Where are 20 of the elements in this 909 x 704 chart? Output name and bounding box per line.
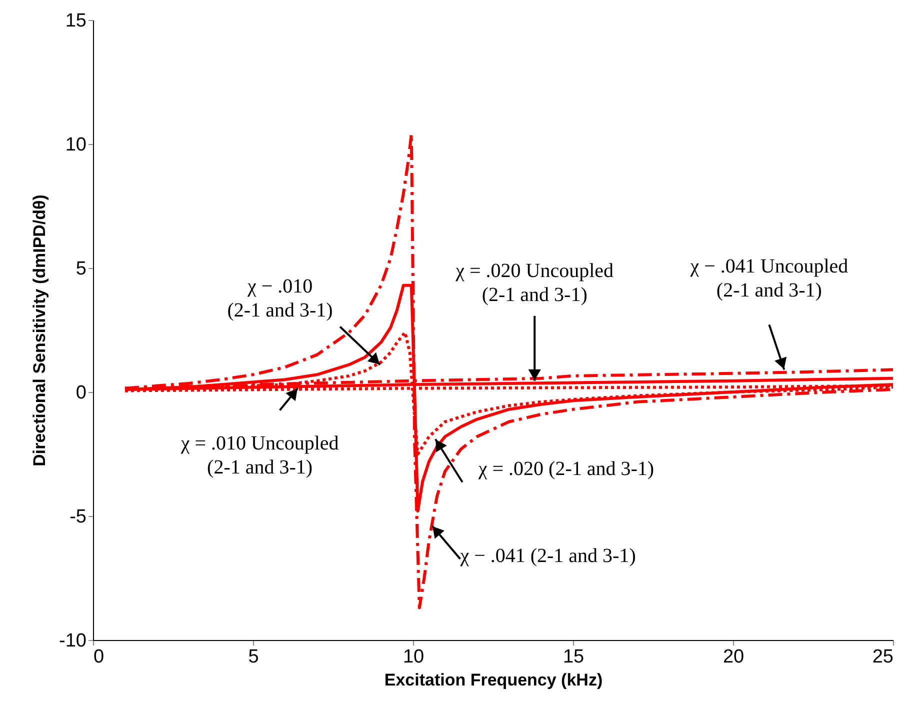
annotation: χ − .010 (2-1 and 3-1) <box>227 276 333 322</box>
y-tick-label: 10 <box>65 134 86 156</box>
annotation: χ = .010 Uncoupled (2-1 and 3-1) <box>180 432 339 478</box>
x-tick-label: 5 <box>248 646 259 668</box>
annotation: χ = .020 (2-1 and 3-1) <box>477 458 654 480</box>
y-tick-label: -10 <box>59 630 86 652</box>
x-tick-label: 0 <box>94 646 104 668</box>
y-tick-label: 0 <box>76 382 86 404</box>
x-tick-label: 20 <box>722 646 744 668</box>
x-tick-label: 10 <box>402 646 424 668</box>
annotation: χ − .041 Uncoupled (2-1 and 3-1) <box>689 256 848 302</box>
y-tick-label: 5 <box>76 258 86 280</box>
x-tick-label: 25 <box>872 646 894 668</box>
annotation: χ = .020 Uncoupled (2-1 and 3-1) <box>454 260 614 306</box>
x-axis-title: Excitation Frequency (kHz) <box>384 670 603 690</box>
annotation: χ − .041 (2-1 and 3-1) <box>459 544 636 567</box>
y-axis-title: Directional Sensitivity (dmIPD/dθ) <box>30 194 50 466</box>
x-tick-label: 15 <box>562 646 584 668</box>
y-tick-label: 15 <box>65 10 86 32</box>
y-tick-label: -5 <box>70 506 86 528</box>
